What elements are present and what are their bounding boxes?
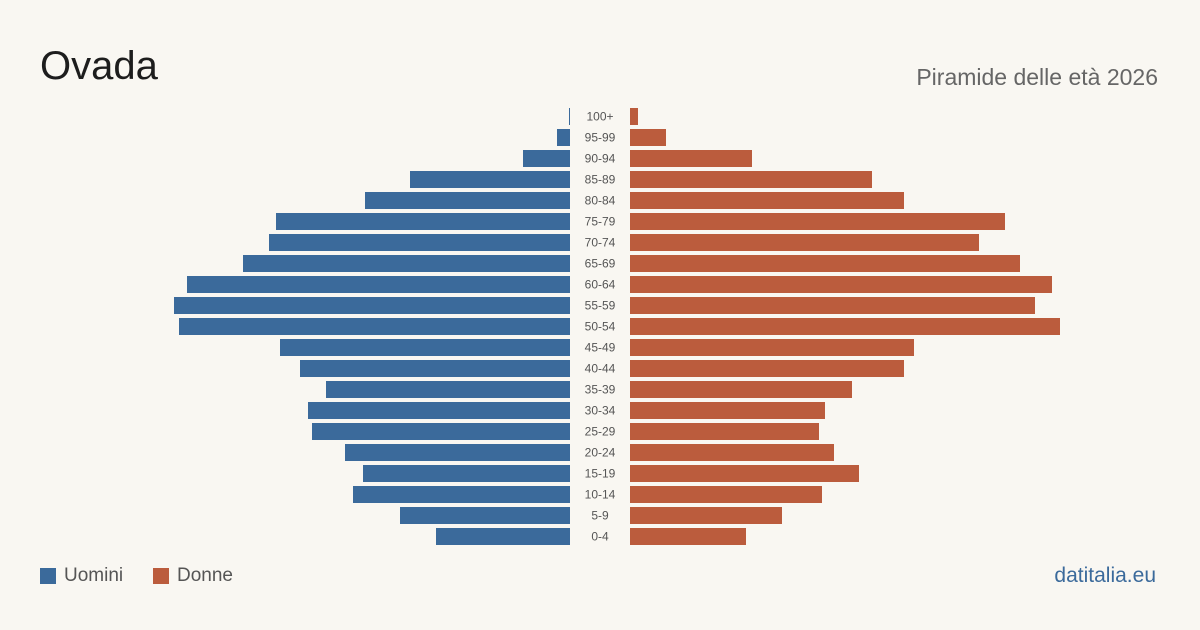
bar-men-95-99 <box>557 129 570 146</box>
bar-women-0-4 <box>630 528 746 545</box>
age-label-70-74: 70-74 <box>585 236 616 250</box>
age-label-5-9: 5-9 <box>591 509 609 523</box>
women-bars <box>630 108 1060 545</box>
bar-men-30-34 <box>308 402 570 419</box>
bar-women-80-84 <box>630 192 904 209</box>
bar-men-15-19 <box>363 465 570 482</box>
legend-item-men: Uomini <box>40 563 123 589</box>
age-label-15-19: 15-19 <box>585 467 616 481</box>
bar-women-30-34 <box>630 402 825 419</box>
chart-subtitle: Piramide delle età 2026 <box>916 64 1158 90</box>
age-label-30-34: 30-34 <box>585 404 616 418</box>
age-label-50-54: 50-54 <box>585 320 616 334</box>
bar-men-60-64 <box>187 276 570 293</box>
age-label-65-69: 65-69 <box>585 257 616 271</box>
bar-men-5-9 <box>400 507 570 524</box>
age-label-10-14: 10-14 <box>585 488 616 502</box>
bar-women-50-54 <box>630 318 1060 335</box>
bar-men-40-44 <box>300 360 570 377</box>
bar-men-45-49 <box>280 339 570 356</box>
age-label-60-64: 60-64 <box>585 278 616 292</box>
bar-women-95-99 <box>630 129 666 146</box>
bar-men-10-14 <box>353 486 570 503</box>
bar-women-10-14 <box>630 486 822 503</box>
bar-men-100+ <box>569 108 570 125</box>
bar-women-20-24 <box>630 444 834 461</box>
bar-women-35-39 <box>630 381 852 398</box>
age-label-45-49: 45-49 <box>585 341 616 355</box>
age-label-95-99: 95-99 <box>585 131 616 145</box>
bar-women-45-49 <box>630 339 914 356</box>
age-label-80-84: 80-84 <box>585 194 616 208</box>
bar-women-60-64 <box>630 276 1052 293</box>
legend-item-women: Donne <box>153 563 233 589</box>
bar-women-25-29 <box>630 423 819 440</box>
bar-men-90-94 <box>523 150 570 167</box>
age-label-35-39: 35-39 <box>585 383 616 397</box>
bar-women-85-89 <box>630 171 872 188</box>
age-label-100+: 100+ <box>586 110 613 124</box>
bar-women-75-79 <box>630 213 1005 230</box>
bar-women-90-94 <box>630 150 752 167</box>
age-label-25-29: 25-29 <box>585 425 616 439</box>
legend-swatch-women <box>153 568 169 584</box>
bar-women-5-9 <box>630 507 782 524</box>
bar-men-80-84 <box>365 192 570 209</box>
bar-men-50-54 <box>179 318 570 335</box>
age-label-40-44: 40-44 <box>585 362 616 376</box>
legend-label-men: Uomini <box>64 565 124 586</box>
bar-women-15-19 <box>630 465 859 482</box>
age-label-55-59: 55-59 <box>585 299 616 313</box>
bar-women-100+ <box>630 108 638 125</box>
bar-women-55-59 <box>630 297 1035 314</box>
bar-men-85-89 <box>410 171 570 188</box>
age-label-75-79: 75-79 <box>585 215 616 229</box>
bar-men-20-24 <box>345 444 570 461</box>
chart-title: Ovada <box>40 44 158 88</box>
bar-women-70-74 <box>630 234 979 251</box>
bar-women-40-44 <box>630 360 904 377</box>
bar-men-35-39 <box>326 381 570 398</box>
age-label-85-89: 85-89 <box>585 173 616 187</box>
age-labels: 100+ 95-99 90-94 85-89 80-84 75-79 70-74 65-69 6… <box>585 110 616 544</box>
legend-swatch-men <box>40 568 56 584</box>
age-label-0-4: 0-4 <box>591 530 609 544</box>
men-bars <box>174 108 570 545</box>
bar-men-70-74 <box>269 234 570 251</box>
bar-men-25-29 <box>312 423 570 440</box>
bar-men-65-69 <box>243 255 570 272</box>
age-label-20-24: 20-24 <box>585 446 616 460</box>
bar-men-55-59 <box>174 297 570 314</box>
bar-men-75-79 <box>276 213 570 230</box>
bar-men-0-4 <box>436 528 570 545</box>
source-link[interactable]: datitalia.eu <box>1054 564 1156 587</box>
age-label-90-94: 90-94 <box>585 152 616 166</box>
bar-women-65-69 <box>630 255 1020 272</box>
legend-label-women: Donne <box>177 565 233 586</box>
